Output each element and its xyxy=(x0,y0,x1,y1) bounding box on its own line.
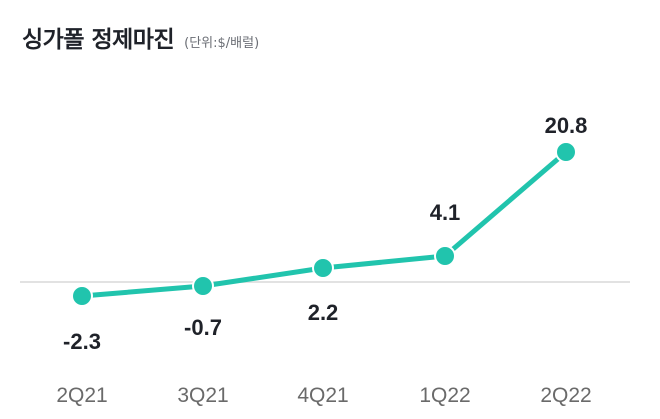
data-point xyxy=(312,257,334,279)
x-tick-label: 1Q22 xyxy=(419,384,470,407)
data-points xyxy=(71,141,577,307)
value-label: 4.1 xyxy=(430,200,461,225)
value-labels: -2.3 -0.7 2.2 4.1 20.8 xyxy=(63,113,587,354)
data-point xyxy=(71,285,93,307)
x-tick-label: 4Q21 xyxy=(297,384,348,407)
chart-unit: (단위:$/배럴) xyxy=(184,36,260,51)
value-label: -2.3 xyxy=(63,329,101,354)
data-point xyxy=(434,245,456,267)
chart-header: 싱가폴 정제마진 (단위:$/배럴) xyxy=(22,20,259,54)
x-tick-label: 2Q21 xyxy=(56,384,107,407)
data-point xyxy=(192,275,214,297)
value-label: -0.7 xyxy=(184,315,222,340)
x-axis-labels: 2Q21 3Q21 4Q21 1Q22 2Q22 xyxy=(56,384,591,407)
value-label: 20.8 xyxy=(545,113,588,138)
x-tick-label: 2Q22 xyxy=(540,384,591,407)
data-point xyxy=(555,141,577,163)
chart-title: 싱가폴 정제마진 xyxy=(22,27,175,53)
value-label: 2.2 xyxy=(308,300,339,325)
x-tick-label: 3Q21 xyxy=(177,384,228,407)
